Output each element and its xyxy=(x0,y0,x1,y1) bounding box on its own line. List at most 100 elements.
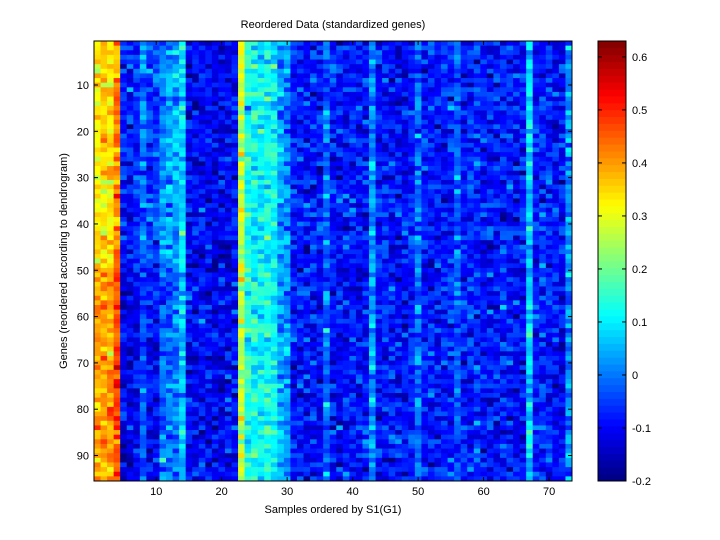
heatmap-cell xyxy=(238,101,245,107)
heatmap-cell xyxy=(506,314,514,320)
heatmap-cell xyxy=(519,300,527,306)
heatmap-cell xyxy=(499,240,507,246)
heatmap-cell xyxy=(231,54,239,60)
heatmap-cell xyxy=(329,235,337,241)
heatmap-cell xyxy=(244,342,252,348)
heatmap-cell xyxy=(362,105,370,111)
heatmap-cell xyxy=(224,295,232,301)
heatmap-cell xyxy=(486,193,494,199)
heatmap-cell xyxy=(499,337,507,343)
heatmap-cell xyxy=(427,78,435,84)
heatmap-cell xyxy=(238,175,245,181)
heatmap-cell xyxy=(231,138,239,144)
heatmap-cell xyxy=(558,328,566,334)
heatmap-cell xyxy=(159,142,167,148)
heatmap-cell xyxy=(205,254,213,260)
heatmap-cell xyxy=(152,184,160,190)
heatmap-cell xyxy=(257,249,265,255)
heatmap-cell xyxy=(185,129,193,135)
heatmap-cell xyxy=(251,142,259,148)
heatmap-cell xyxy=(349,82,357,88)
heatmap-cell xyxy=(159,286,167,292)
heatmap-cell xyxy=(205,105,213,111)
heatmap-cell xyxy=(565,59,573,65)
heatmap-cell xyxy=(441,351,448,357)
heatmap-cell xyxy=(336,119,344,125)
heatmap-cell xyxy=(283,115,291,121)
heatmap-cell xyxy=(375,41,383,47)
heatmap-cell xyxy=(316,166,324,172)
heatmap-cell xyxy=(113,133,121,139)
heatmap-cell xyxy=(441,87,448,93)
heatmap-cell xyxy=(290,198,298,204)
heatmap-cell xyxy=(126,193,134,199)
heatmap-cell xyxy=(238,41,245,47)
heatmap-cell xyxy=(401,235,409,241)
heatmap-cell xyxy=(303,207,311,213)
heatmap-cell xyxy=(270,41,278,47)
heatmap-cell xyxy=(231,152,239,158)
heatmap-cell xyxy=(401,170,409,176)
heatmap-cell xyxy=(401,258,409,264)
heatmap-cell xyxy=(539,328,547,334)
heatmap-cell xyxy=(290,337,298,343)
heatmap-cell xyxy=(565,272,573,278)
heatmap-cell xyxy=(532,110,540,116)
heatmap-cell xyxy=(565,277,573,283)
heatmap-cell xyxy=(218,50,226,56)
heatmap-cell xyxy=(329,64,337,70)
heatmap-cell xyxy=(532,133,540,139)
heatmap-cell xyxy=(211,161,219,167)
heatmap-cell xyxy=(205,193,213,199)
heatmap-cell xyxy=(205,337,213,343)
heatmap-cell xyxy=(388,203,396,209)
heatmap-cell xyxy=(179,235,187,241)
heatmap-cell xyxy=(257,272,265,278)
heatmap-cell xyxy=(179,73,187,79)
heatmap-cell xyxy=(375,54,383,60)
heatmap-cell xyxy=(323,286,331,292)
heatmap-cell xyxy=(126,300,134,306)
heatmap-cell xyxy=(480,170,488,176)
heatmap-cell xyxy=(565,45,573,51)
heatmap-cell xyxy=(565,152,573,158)
heatmap-cell xyxy=(152,133,160,139)
heatmap-cell xyxy=(224,230,232,236)
heatmap-cell xyxy=(362,323,370,329)
heatmap-cell xyxy=(388,147,396,153)
heatmap-cell xyxy=(532,138,540,144)
heatmap-cell xyxy=(290,314,298,320)
heatmap-cell xyxy=(238,249,245,255)
heatmap-cell xyxy=(139,342,147,348)
heatmap-cell xyxy=(395,189,403,195)
heatmap-cell xyxy=(349,328,357,334)
heatmap-cell xyxy=(480,198,488,204)
heatmap-cell xyxy=(342,110,350,116)
heatmap-cell xyxy=(421,64,429,70)
heatmap-cell xyxy=(100,115,108,121)
heatmap-cell xyxy=(126,161,134,167)
heatmap-cell xyxy=(251,258,259,264)
heatmap-cell xyxy=(166,82,173,88)
heatmap-cell xyxy=(277,281,285,287)
heatmap-cell xyxy=(126,351,134,357)
heatmap-cell xyxy=(434,281,442,287)
heatmap-cell xyxy=(506,309,514,315)
heatmap-cell xyxy=(375,184,383,190)
heatmap-cell xyxy=(139,138,147,144)
heatmap-cell xyxy=(342,175,350,181)
heatmap-cell xyxy=(526,73,534,79)
heatmap-cell xyxy=(264,115,272,121)
heatmap-cell xyxy=(480,328,488,334)
heatmap-cell xyxy=(473,189,481,195)
heatmap-cell xyxy=(113,332,121,338)
heatmap-cell xyxy=(231,332,239,338)
heatmap-cell xyxy=(205,147,213,153)
heatmap-cell xyxy=(460,286,468,292)
heatmap-cell xyxy=(211,351,219,357)
heatmap-cell xyxy=(296,41,304,47)
heatmap-cell xyxy=(205,267,213,273)
heatmap-cell xyxy=(382,328,390,334)
heatmap-cell xyxy=(467,105,475,111)
heatmap-cell xyxy=(362,156,370,162)
